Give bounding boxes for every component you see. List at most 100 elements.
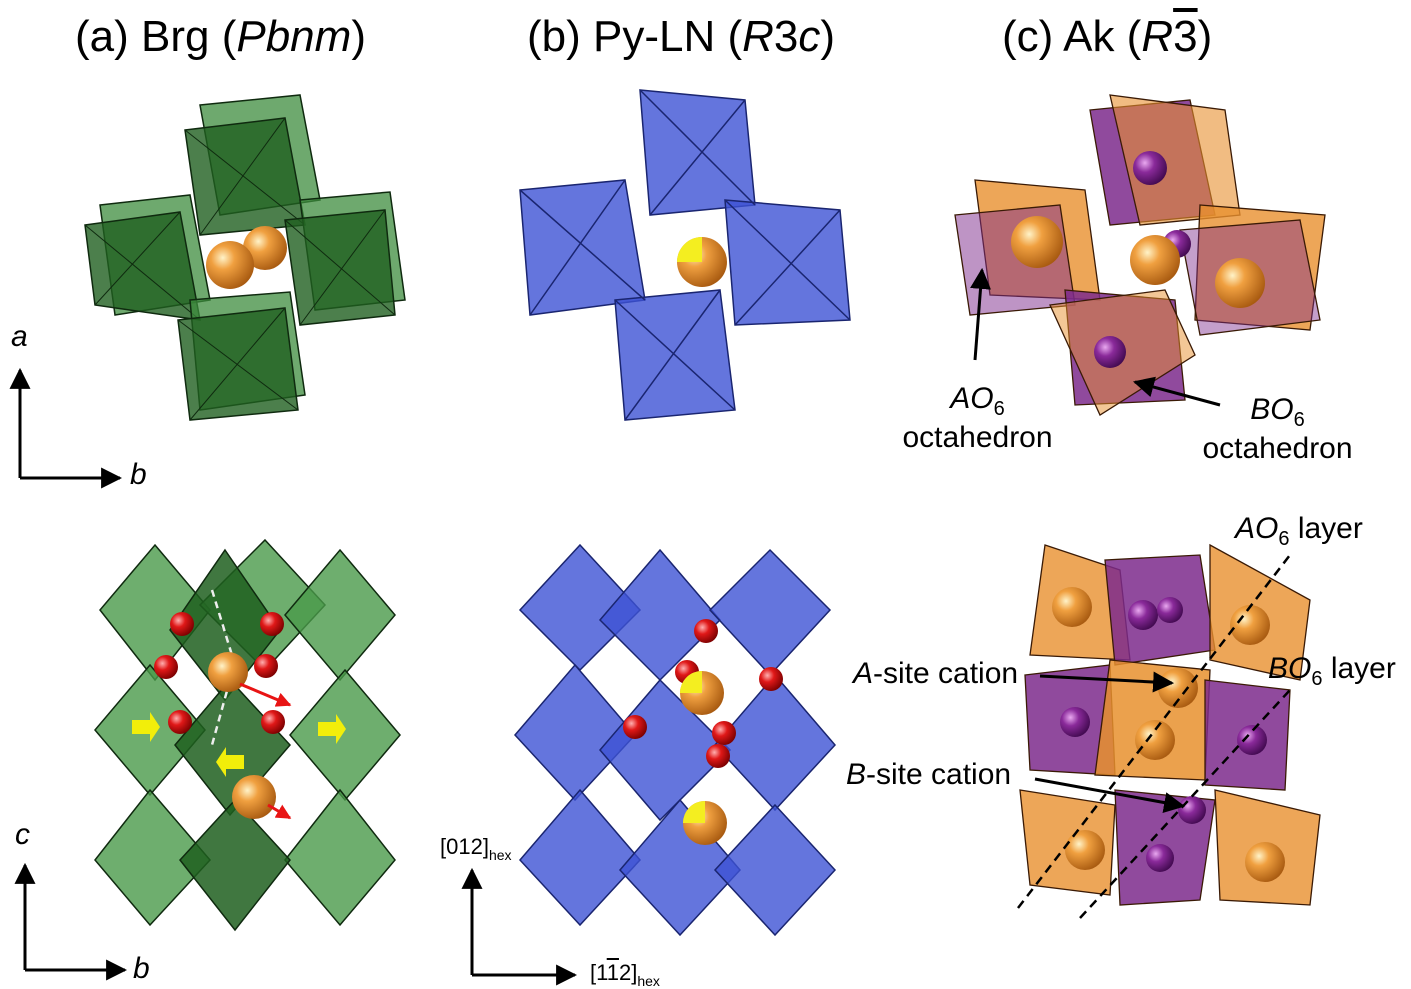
a-site-sphere [1130, 235, 1180, 285]
displacement-arrow [239, 682, 292, 707]
brg-bottom-structure [94, 538, 401, 932]
a-site-sphere [208, 652, 248, 692]
yellow-arrow [318, 714, 346, 744]
title-c-suffix: ) [1197, 12, 1213, 61]
ao6-layer-label: AO6 layer [1235, 512, 1363, 551]
green-octahedron [177, 291, 306, 421]
a-site-cation-label: A-site cation [853, 657, 1018, 691]
green-octahedron [289, 668, 401, 802]
b-site-sphere [1237, 725, 1267, 755]
oxygen-sphere [261, 710, 285, 734]
a-site-sphere [1052, 587, 1092, 627]
a-site-rest: -site cation [873, 657, 1019, 690]
bo6-layer-word: layer [1322, 652, 1396, 685]
blue-octahedron [713, 803, 837, 937]
green-octahedron [284, 191, 406, 326]
b-site-pointer-arrow [1034, 777, 1186, 813]
oxygen-sphere [712, 721, 736, 745]
a-site-sphere [1245, 842, 1285, 882]
b-site-rest: -site cation [866, 758, 1012, 791]
oxygen-sphere [254, 654, 278, 678]
axes-a-b [9, 367, 123, 489]
a-site-a: A [853, 657, 874, 690]
bo6-sub: 6 [1293, 409, 1305, 431]
axis-label-b-top: b [130, 458, 147, 491]
yellow-sector [683, 801, 705, 823]
b-site-sphere [1060, 707, 1090, 737]
a-site-sphere [206, 241, 254, 289]
title-c: (c) Ak (R3) [1002, 12, 1212, 62]
ao6-layer-word: layer [1289, 512, 1363, 545]
dir-012-sub: hex [488, 847, 512, 863]
title-a-suffix: ) [351, 12, 366, 61]
ao6-pointer-arrow [970, 267, 992, 361]
bo6-layer-b: BO [1268, 652, 1312, 685]
a-site-sphere [1135, 720, 1175, 760]
a-site-sphere [1215, 258, 1265, 308]
blue-octahedron [519, 179, 646, 316]
oxygen-sphere [260, 612, 284, 636]
green-octahedron [184, 94, 321, 236]
green-octahedron [84, 194, 211, 321]
a-site-sphere [232, 775, 276, 819]
title-c-prefix: (c) Ak ( [1002, 12, 1142, 61]
blue-octahedron [598, 548, 722, 682]
bo6-word: octahedron [1202, 432, 1353, 465]
title-b-prefix: (b) Py-LN ( [527, 12, 743, 61]
ao6-layer-a: AO [1235, 512, 1279, 545]
b-site-sphere [1128, 600, 1158, 630]
title-b-group-r: R [742, 12, 774, 61]
title-b-suffix: ) [820, 12, 836, 61]
oxygen-sphere [706, 744, 730, 768]
axis-label-1bar12-hex: [112]hex [590, 960, 660, 989]
axis-label-b-bottom: b [133, 952, 150, 985]
a-site-sphere [243, 226, 287, 270]
brg-top-structure [84, 94, 406, 421]
displacement-arrow [267, 803, 292, 820]
axis-label-a: a [11, 320, 28, 353]
title-a-prefix: (a) Brg ( [75, 12, 237, 61]
oxygen-sphere [694, 619, 718, 643]
b-site-cation-label: B-site cation [846, 758, 1011, 792]
title-a: (a) Brg (Pbnm) [75, 12, 366, 62]
py-ln-top-structure [519, 89, 851, 421]
blue-octahedron [599, 678, 732, 822]
title-a-group: Pbnm [236, 12, 352, 61]
b-site-sphere [1146, 844, 1174, 872]
axis-label-012-hex: [012]hex [440, 834, 512, 863]
green-octahedron [284, 788, 396, 927]
a-site-sphere [1011, 216, 1063, 268]
a-site-sphere [1065, 830, 1105, 870]
blue-octahedron [708, 548, 832, 677]
oxygen-sphere [170, 612, 194, 636]
title-c-group-3bar: 3 [1173, 12, 1198, 61]
oxygen-sphere [759, 667, 783, 691]
blue-octahedron [618, 798, 742, 937]
yellow-sector [677, 237, 702, 262]
b-site-sphere [1133, 151, 1167, 185]
bo6-layer-sub: 6 [1311, 668, 1323, 690]
axis-label-c: c [15, 818, 30, 851]
b-site-sphere [1178, 796, 1206, 824]
dir-112-bar: 1 [606, 960, 619, 985]
dir-112-post: 2] [618, 960, 638, 985]
b-site-b: B [846, 758, 867, 791]
py-ln-bottom-structure [513, 543, 837, 937]
blue-octahedron [518, 788, 642, 927]
bo6-octahedron [954, 204, 1076, 316]
ao6-label: AO [950, 382, 994, 415]
oxygen-sphere [623, 715, 647, 739]
bo6-layer-label: BO6 layer [1268, 652, 1396, 691]
title-c-group-r: R [1141, 12, 1174, 61]
ao6-sub: 6 [993, 398, 1005, 420]
title-b-group-3: 3 [773, 12, 799, 61]
bo6-octahedron-label: BO6 octahedron [1195, 393, 1360, 466]
green-octahedron [94, 788, 212, 927]
axes-c-b [14, 862, 128, 981]
ao6-octahedron-label: AO6 octahedron [895, 382, 1060, 455]
ao6-word: octahedron [902, 421, 1053, 454]
axes-hex [461, 867, 578, 986]
oxygen-sphere [154, 655, 178, 679]
b-site-sphere [1157, 597, 1183, 623]
